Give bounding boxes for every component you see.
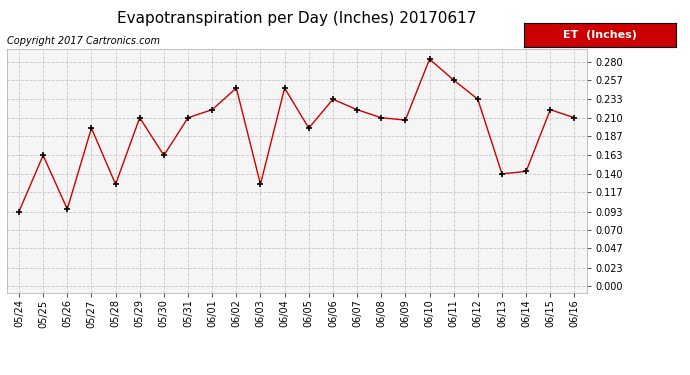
Text: Copyright 2017 Cartronics.com: Copyright 2017 Cartronics.com [7,36,160,46]
Text: ET  (Inches): ET (Inches) [563,30,638,40]
Text: Evapotranspiration per Day (Inches) 20170617: Evapotranspiration per Day (Inches) 2017… [117,11,476,26]
